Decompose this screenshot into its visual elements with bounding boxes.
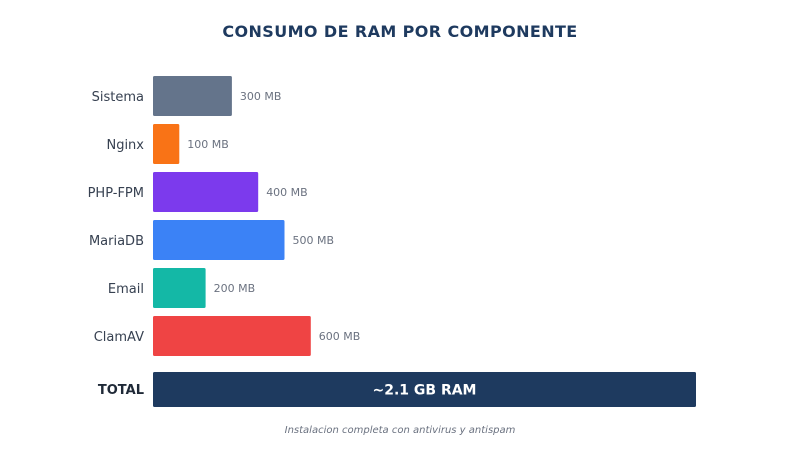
category-label-email: Email [108, 282, 144, 297]
bar-mariadb [153, 220, 285, 260]
category-label-clamav: ClamAV [94, 330, 144, 345]
bar-clamav [153, 316, 311, 356]
value-label-php-fpm: 400 MB [266, 186, 308, 199]
chart-title: CONSUMO DE RAM POR COMPONENTE [222, 22, 578, 41]
category-label-sistema: Sistema [92, 90, 144, 105]
category-label-mariadb: MariaDB [89, 234, 144, 249]
value-label-clamav: 600 MB [319, 330, 361, 343]
total-label: TOTAL [98, 383, 144, 398]
chart-footnote: Instalacion completa con antivirus y ant… [284, 425, 516, 436]
value-label-email: 200 MB [214, 282, 256, 295]
category-label-nginx: Nginx [106, 138, 144, 153]
total-bar [153, 372, 696, 407]
total-value-label: ~2.1 GB RAM [373, 383, 477, 399]
bar-nginx [153, 124, 180, 164]
value-label-nginx: 100 MB [187, 138, 229, 151]
bar-sistema [153, 76, 232, 116]
value-label-sistema: 300 MB [240, 90, 282, 103]
bar-email [153, 268, 206, 308]
category-label-php-fpm: PHP-FPM [88, 186, 144, 201]
value-label-mariadb: 500 MB [293, 234, 335, 247]
bar-php-fpm [153, 172, 259, 212]
